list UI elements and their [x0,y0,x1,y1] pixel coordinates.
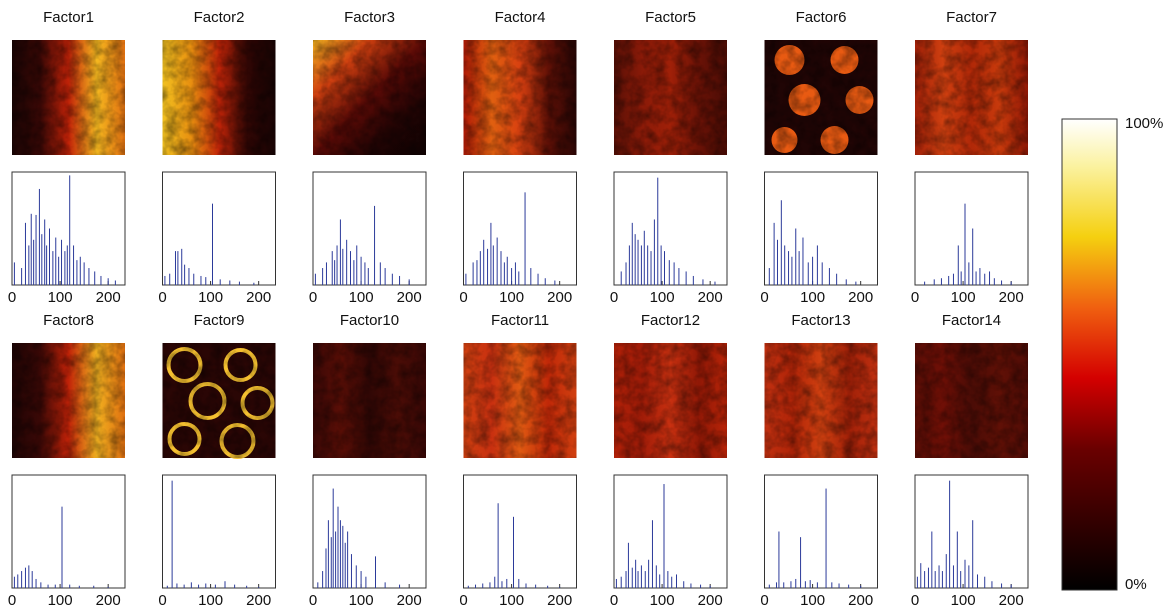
x-tick-label: 200 [999,289,1024,306]
x-tick-label: 200 [397,289,422,306]
x-tick-label: 0 [158,289,166,306]
factor-title: Factor10 [340,312,399,329]
image-texture [463,343,577,458]
x-tick-label: 200 [848,289,873,306]
factor-title: Factor6 [796,9,847,26]
image-texture [614,40,727,155]
factor-title: Factor4 [495,9,546,26]
factor-title: Factor14 [942,312,1001,329]
plot-frame [613,171,728,286]
x-tick-label: 200 [547,289,572,306]
factor-title: Factor1 [43,9,94,26]
x-tick-label: 0 [610,592,618,609]
x-tick-label: 100 [951,289,976,306]
x-tick-label: 0 [8,289,16,306]
image-texture [764,40,878,155]
x-tick-label: 0 [158,592,166,609]
image-texture [915,343,1028,458]
x-tick-label: 200 [246,289,271,306]
image-texture [915,40,1028,155]
x-tick-label: 200 [246,592,271,609]
image-texture [162,40,276,155]
x-tick-label: 100 [800,289,825,306]
plot-frame [312,171,427,286]
x-tick-label: 200 [848,592,873,609]
x-tick-label: 200 [547,592,572,609]
factor-title: Factor2 [194,9,245,26]
x-tick-label: 200 [999,592,1024,609]
factor-title: Factor3 [344,9,395,26]
x-tick-label: 0 [760,289,768,306]
x-tick-label: 0 [459,289,467,306]
x-tick-label: 0 [459,592,467,609]
image-texture [463,40,577,155]
plot-frame [613,474,728,589]
factor-title: Factor9 [194,312,245,329]
image-texture [313,40,426,155]
image-texture [12,40,125,155]
factor-title: Factor5 [645,9,696,26]
x-tick-label: 100 [48,592,73,609]
colorbar-tick-label: 0% [1125,576,1147,593]
x-tick-label: 100 [499,289,524,306]
plot-frame [11,474,126,589]
colorbar-tick-label: 100% [1125,115,1163,132]
colorbar [1061,118,1118,591]
plot-frame [764,474,878,589]
image-texture [12,343,125,458]
plot-frame [11,171,126,286]
x-tick-label: 100 [48,289,73,306]
x-tick-label: 0 [8,592,16,609]
x-tick-label: 100 [499,592,524,609]
x-tick-label: 0 [309,592,317,609]
x-tick-label: 0 [309,289,317,306]
plot-frame [162,171,276,286]
x-tick-label: 0 [610,289,618,306]
x-tick-label: 200 [96,289,121,306]
x-tick-label: 100 [198,592,223,609]
plot-frame [463,171,577,286]
image-texture [313,343,426,458]
image-texture [162,343,276,458]
x-tick-label: 0 [760,592,768,609]
plot-frame [312,474,427,589]
image-texture [764,343,878,458]
x-tick-label: 0 [911,592,919,609]
x-tick-label: 100 [951,592,976,609]
factor-title: Factor12 [641,312,700,329]
factor-title: Factor13 [791,312,850,329]
x-tick-label: 100 [349,592,374,609]
x-tick-label: 200 [698,592,723,609]
x-tick-label: 100 [198,289,223,306]
x-tick-label: 100 [650,289,675,306]
factor-title: Factor7 [946,9,997,26]
plot-frame [914,474,1029,589]
x-tick-label: 200 [698,289,723,306]
x-tick-label: 200 [96,592,121,609]
x-tick-label: 100 [349,289,374,306]
x-tick-label: 0 [911,289,919,306]
plot-frame [914,171,1029,286]
x-tick-label: 100 [800,592,825,609]
image-texture [614,343,727,458]
plot-frame [162,474,276,589]
factor-title: Factor8 [43,312,94,329]
plot-frame [764,171,878,286]
plot-frame [463,474,577,589]
x-tick-label: 200 [397,592,422,609]
factor-title: Factor11 [491,312,549,329]
x-tick-label: 100 [650,592,675,609]
